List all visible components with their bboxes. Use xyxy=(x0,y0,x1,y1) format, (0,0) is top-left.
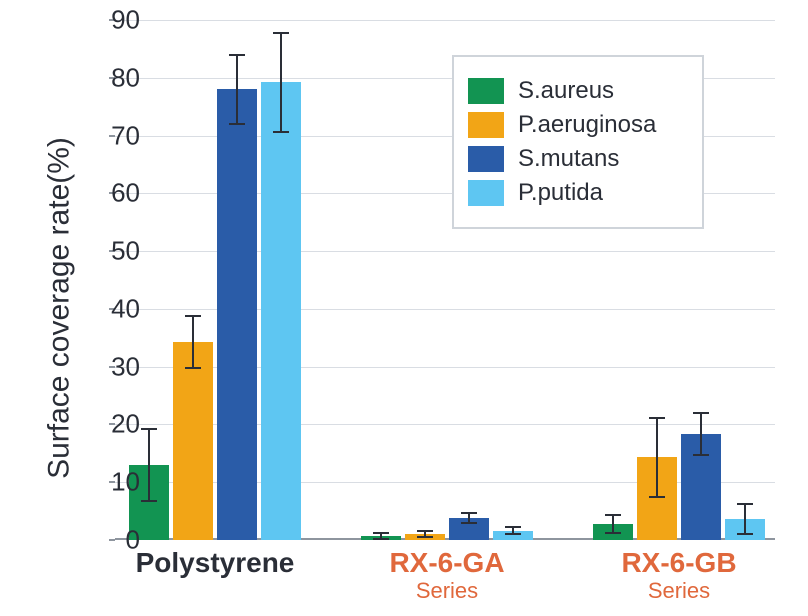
error-bar xyxy=(236,55,238,124)
error-bar xyxy=(700,413,702,455)
chart-container: Surface coverage rate(%) S.aureus P.aerug… xyxy=(0,0,808,616)
error-bar xyxy=(512,527,514,534)
bar-group xyxy=(129,20,301,540)
error-bar xyxy=(192,316,194,368)
y-tick-label: 80 xyxy=(90,62,140,93)
legend-swatch xyxy=(468,146,504,172)
error-bar xyxy=(148,429,150,502)
legend-label: S.mutans xyxy=(518,145,619,173)
category-label-main: Polystyrene xyxy=(136,547,295,578)
category-label-main: RX-6-GB xyxy=(621,547,736,578)
y-tick-label: 40 xyxy=(90,293,140,324)
y-tick-label: 70 xyxy=(90,120,140,151)
legend-item: P.aeruginosa xyxy=(468,111,682,139)
category-label: RX-6-GASeries xyxy=(347,548,547,603)
bar xyxy=(217,89,257,540)
bar xyxy=(593,524,633,540)
error-bar xyxy=(612,515,614,532)
y-tick-label: 30 xyxy=(90,351,140,382)
bar xyxy=(261,82,301,540)
y-tick-label: 50 xyxy=(90,236,140,267)
legend-item: S.aureus xyxy=(468,77,682,105)
category-label: RX-6-GBSeries xyxy=(579,548,779,603)
y-axis-label: Surface coverage rate(%) xyxy=(42,137,76,479)
bar xyxy=(637,457,677,540)
error-bar xyxy=(468,513,470,522)
error-bar xyxy=(744,504,746,534)
y-tick-label: 90 xyxy=(90,5,140,36)
bar xyxy=(361,536,401,540)
bar xyxy=(405,534,445,540)
legend-label: P.aeruginosa xyxy=(518,111,656,139)
category-label-main: RX-6-GA xyxy=(389,547,504,578)
category-label-sub: Series xyxy=(579,579,779,603)
category-label: Polystyrene xyxy=(115,548,315,579)
category-label-sub: Series xyxy=(347,579,547,603)
bar xyxy=(173,342,213,540)
legend-label: S.aureus xyxy=(518,77,614,105)
bar xyxy=(493,531,533,540)
y-tick-label: 10 xyxy=(90,467,140,498)
y-tick-label: 60 xyxy=(90,178,140,209)
bar xyxy=(725,519,765,540)
legend: S.aureus P.aeruginosa S.mutans P.putida xyxy=(452,55,704,229)
y-tick-label: 20 xyxy=(90,409,140,440)
bar xyxy=(449,518,489,540)
error-bar xyxy=(424,531,426,537)
legend-swatch xyxy=(468,78,504,104)
legend-item: P.putida xyxy=(468,179,682,207)
error-bar xyxy=(380,533,382,540)
bar xyxy=(681,434,721,540)
error-bar xyxy=(656,418,658,497)
legend-item: S.mutans xyxy=(468,145,682,173)
legend-swatch xyxy=(468,112,504,138)
legend-swatch xyxy=(468,180,504,206)
error-bar xyxy=(280,33,282,131)
legend-label: P.putida xyxy=(518,179,603,207)
